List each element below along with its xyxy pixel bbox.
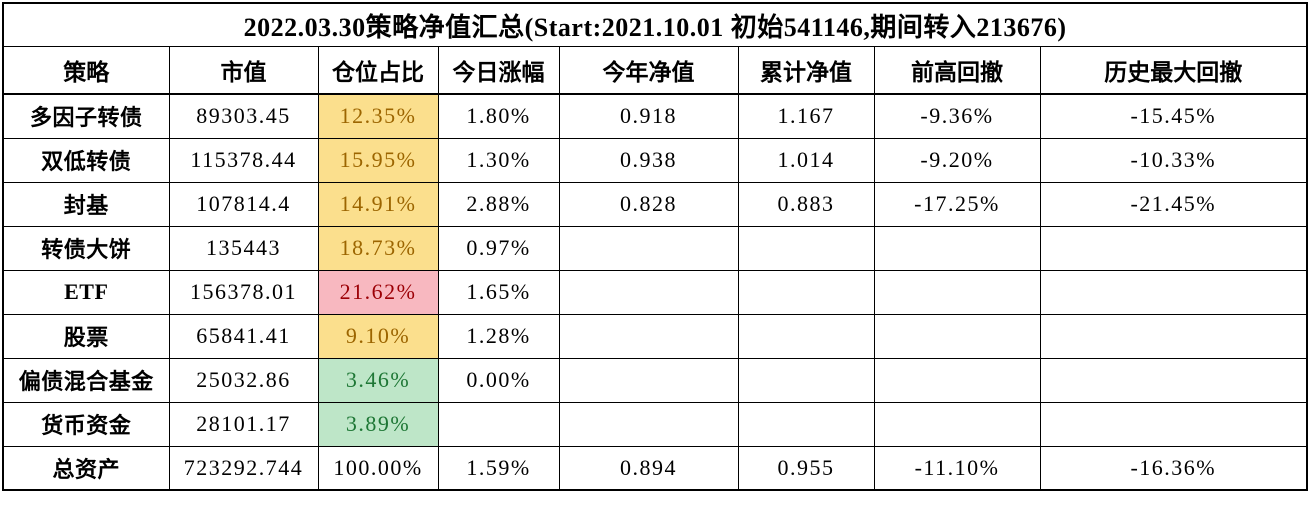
- column-header-ytd_nav: 今年净值: [558, 46, 739, 95]
- cell-ytd_nav: 0.938: [558, 137, 739, 183]
- column-header-today_change: 今日涨幅: [437, 46, 560, 95]
- cell-market_value: 115378.44: [168, 137, 319, 183]
- column-header-strategy: 策略: [2, 46, 170, 95]
- column-header-drawdown_from_high: 前高回撤: [873, 46, 1041, 95]
- cell-market_value: 28101.17: [168, 401, 319, 447]
- cell-max_drawdown: [1039, 225, 1308, 271]
- cell-max_drawdown: [1039, 401, 1308, 447]
- cell-cum_nav: 1.014: [737, 137, 875, 183]
- cell-position_pct: 3.46%: [317, 357, 439, 403]
- cell-strategy: 总资产: [2, 445, 170, 491]
- cell-today_change: 0.00%: [437, 357, 560, 403]
- cell-max_drawdown: -21.45%: [1039, 181, 1308, 227]
- cell-drawdown_from_high: [873, 401, 1041, 447]
- cell-ytd_nav: 0.828: [558, 181, 739, 227]
- cell-cum_nav: 0.883: [737, 181, 875, 227]
- table-header-row: 策略 市值 仓位占比 今日涨幅 今年净值 累计净值 前高回撤 历史最大回撤: [2, 46, 1308, 95]
- table-row: 双低转债 115378.44 15.95% 1.30% 0.938 1.014 -9.20%…: [2, 137, 1308, 183]
- cell-cum_nav: [737, 401, 875, 447]
- cell-cum_nav: 1.167: [737, 93, 875, 139]
- table-row: 多因子转债 89303.45 12.35% 1.80% 0.918 1.167 -9.36%…: [2, 93, 1308, 139]
- cell-drawdown_from_high: -9.20%: [873, 137, 1041, 183]
- cell-position_pct: 21.62%: [317, 269, 439, 315]
- table-row: 总资产 723292.744 100.00% 1.59% 0.894 0.955 -11.1…: [2, 445, 1308, 491]
- table-row: 偏债混合基金 25032.86 3.46% 0.00%: [2, 357, 1308, 403]
- column-header-market_value: 市值: [168, 46, 319, 95]
- cell-ytd_nav: [558, 269, 739, 315]
- cell-strategy: 股票: [2, 313, 170, 359]
- cell-position_pct: 9.10%: [317, 313, 439, 359]
- cell-max_drawdown: -15.45%: [1039, 93, 1308, 139]
- cell-drawdown_from_high: [873, 313, 1041, 359]
- cell-position_pct: 18.73%: [317, 225, 439, 271]
- cell-market_value: 25032.86: [168, 357, 319, 403]
- cell-position_pct: 12.35%: [317, 93, 439, 139]
- cell-today_change: [437, 401, 560, 447]
- cell-strategy: 转债大饼: [2, 225, 170, 271]
- cell-today_change: 1.30%: [437, 137, 560, 183]
- cell-drawdown_from_high: -11.10%: [873, 445, 1041, 491]
- cell-max_drawdown: [1039, 313, 1308, 359]
- table-row: 股票 65841.41 9.10% 1.28%: [2, 313, 1308, 359]
- cell-today_change: 2.88%: [437, 181, 560, 227]
- strategy-nav-table: 2022.03.30策略净值汇总(Start:2021.10.01 初始5411…: [2, 2, 1309, 491]
- cell-strategy: ETF: [2, 269, 170, 315]
- cell-drawdown_from_high: -9.36%: [873, 93, 1041, 139]
- cell-ytd_nav: [558, 357, 739, 403]
- cell-ytd_nav: 0.894: [558, 445, 739, 491]
- cell-max_drawdown: [1039, 269, 1308, 315]
- cell-position_pct: 100.00%: [317, 445, 439, 491]
- cell-market_value: 89303.45: [168, 93, 319, 139]
- cell-market_value: 135443: [168, 225, 319, 271]
- cell-strategy: 封基: [2, 181, 170, 227]
- cell-strategy: 偏债混合基金: [2, 357, 170, 403]
- cell-max_drawdown: [1039, 357, 1308, 403]
- column-header-max_drawdown: 历史最大回撤: [1039, 46, 1308, 95]
- cell-max_drawdown: -16.36%: [1039, 445, 1308, 491]
- cell-cum_nav: [737, 269, 875, 315]
- cell-cum_nav: [737, 357, 875, 403]
- strategy-nav-summary-sheet: 2022.03.30策略净值汇总(Start:2021.10.01 初始5411…: [2, 2, 1309, 491]
- cell-max_drawdown: -10.33%: [1039, 137, 1308, 183]
- cell-position_pct: 3.89%: [317, 401, 439, 447]
- table-title-row: 2022.03.30策略净值汇总(Start:2021.10.01 初始5411…: [2, 2, 1308, 47]
- cell-position_pct: 15.95%: [317, 137, 439, 183]
- cell-drawdown_from_high: [873, 225, 1041, 271]
- cell-position_pct: 14.91%: [317, 181, 439, 227]
- cell-cum_nav: [737, 313, 875, 359]
- cell-market_value: 723292.744: [168, 445, 319, 491]
- cell-drawdown_from_high: [873, 357, 1041, 403]
- cell-drawdown_from_high: -17.25%: [873, 181, 1041, 227]
- cell-cum_nav: [737, 225, 875, 271]
- cell-market_value: 156378.01: [168, 269, 319, 315]
- cell-drawdown_from_high: [873, 269, 1041, 315]
- cell-today_change: 1.80%: [437, 93, 560, 139]
- cell-ytd_nav: [558, 313, 739, 359]
- cell-today_change: 1.28%: [437, 313, 560, 359]
- table-row: 封基 107814.4 14.91% 2.88% 0.828 0.883 -17.25% -2…: [2, 181, 1308, 227]
- cell-today_change: 1.65%: [437, 269, 560, 315]
- cell-strategy: 多因子转债: [2, 93, 170, 139]
- cell-strategy: 双低转债: [2, 137, 170, 183]
- cell-ytd_nav: [558, 401, 739, 447]
- cell-today_change: 1.59%: [437, 445, 560, 491]
- table-row: 转债大饼 135443 18.73% 0.97%: [2, 225, 1308, 271]
- cell-ytd_nav: 0.918: [558, 93, 739, 139]
- cell-ytd_nav: [558, 225, 739, 271]
- column-header-position_pct: 仓位占比: [317, 46, 439, 95]
- cell-cum_nav: 0.955: [737, 445, 875, 491]
- column-header-cum_nav: 累计净值: [737, 46, 875, 95]
- table-title: 2022.03.30策略净值汇总(Start:2021.10.01 初始5411…: [2, 2, 1308, 47]
- cell-strategy: 货币资金: [2, 401, 170, 447]
- cell-market_value: 65841.41: [168, 313, 319, 359]
- cell-market_value: 107814.4: [168, 181, 319, 227]
- table-row: ETF 156378.01 21.62% 1.65%: [2, 269, 1308, 315]
- cell-today_change: 0.97%: [437, 225, 560, 271]
- table-row: 货币资金 28101.17 3.89%: [2, 401, 1308, 447]
